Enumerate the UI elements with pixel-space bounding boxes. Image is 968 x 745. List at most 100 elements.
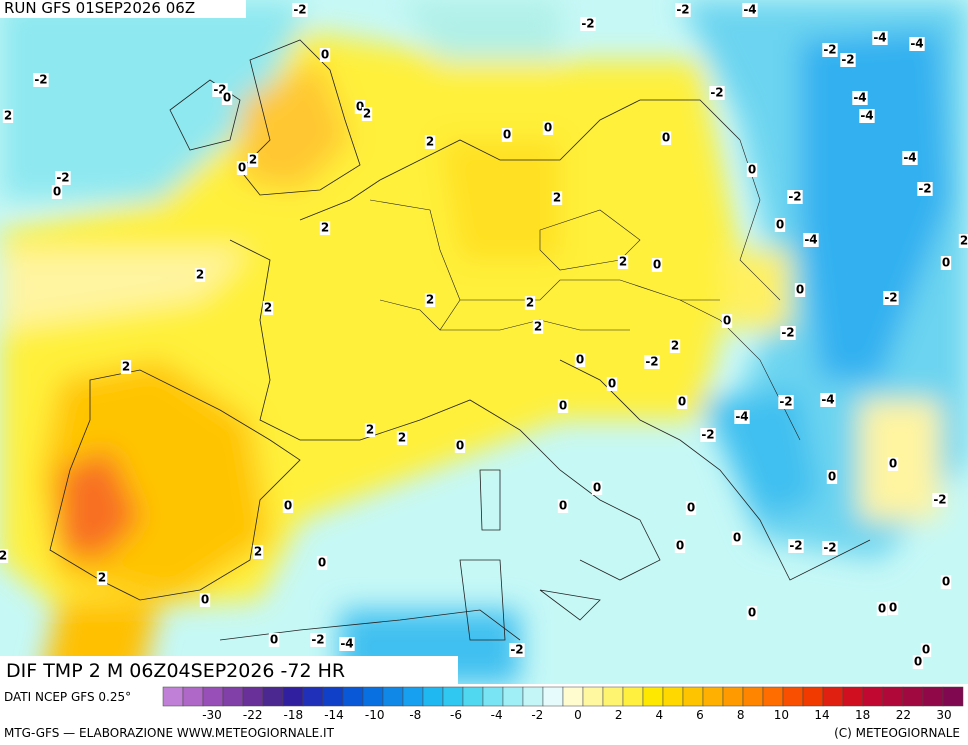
contour-label: -4 <box>853 91 866 105</box>
colorbar-swatch <box>842 686 864 707</box>
contour-label-bg <box>396 431 408 445</box>
colorbar-swatch <box>542 686 564 707</box>
contour-label: 2 <box>426 135 434 149</box>
contour-label-bg <box>542 121 554 135</box>
contour-label: 2 <box>534 320 542 334</box>
colorbar-swatch <box>702 686 724 707</box>
colorbar-swatch <box>482 686 504 707</box>
contour-label-bg <box>55 171 71 185</box>
colorbar-swatch <box>162 686 184 707</box>
contour-label-bg <box>316 556 328 570</box>
contour-label-bg <box>364 423 376 437</box>
contour-label-bg <box>282 499 294 513</box>
colorbar-swatch <box>242 686 264 707</box>
contour-label-bg <box>424 135 436 149</box>
colorbar-swatch <box>202 686 224 707</box>
footer-right: (C) METEOGIORNALE <box>834 726 960 740</box>
colorbar-swatch <box>682 686 704 707</box>
colorbar-label: 0 <box>574 708 582 722</box>
contour-label: 0 <box>678 395 686 409</box>
contour-label: -2 <box>779 395 792 409</box>
contour-label-bg <box>675 3 691 17</box>
contour-label: -4 <box>735 410 748 424</box>
contour-label-bg <box>746 163 758 177</box>
contour-label-bg <box>887 601 899 615</box>
coastlines <box>49 39 871 641</box>
colorbar-swatch <box>942 686 964 707</box>
contour-label: 0 <box>889 457 897 471</box>
contour-label-bg <box>660 131 672 145</box>
contour-label: -2 <box>701 428 714 442</box>
contour-label: 2 <box>363 107 371 121</box>
contour-label-bg <box>787 190 803 204</box>
contour-label-bg <box>591 481 603 495</box>
contour-label: -2 <box>34 73 47 87</box>
contour-label: 0 <box>201 593 209 607</box>
contour-label-bg <box>617 255 629 269</box>
contour-label-bg <box>51 185 63 199</box>
colorbar-swatch <box>422 686 444 707</box>
colorbar-swatch <box>762 686 784 707</box>
contour-label-bg <box>859 109 875 123</box>
contour-label-bg <box>700 428 716 442</box>
colorbar-swatch <box>522 686 544 707</box>
contour-label-bg <box>709 86 725 100</box>
contour-label: 0 <box>723 314 731 328</box>
contour-label-bg <box>194 268 206 282</box>
contour-label-bg <box>557 399 569 413</box>
colorbar-label: 2 <box>615 708 623 722</box>
contour-label: 2 <box>671 339 679 353</box>
contour-label-bg <box>268 633 280 647</box>
contour-label-bg <box>902 151 918 165</box>
contour-label: 0 <box>284 499 292 513</box>
colorbar-label: 8 <box>737 708 745 722</box>
contour-label-bg <box>262 301 274 315</box>
contour-label-bg <box>33 73 49 87</box>
map-title: DIF TMP 2 M 06Z04SEP2026 -72 HR <box>6 660 345 682</box>
colorbar-label: -18 <box>284 708 304 722</box>
contour-label-bg <box>221 91 233 105</box>
contour-label: -2 <box>884 291 897 305</box>
contour-label-bg <box>319 48 331 62</box>
contour-label: -2 <box>788 190 801 204</box>
contour-label: 2 <box>98 571 106 585</box>
colorbar-swatch <box>822 686 844 707</box>
contour-label: 2 <box>366 423 374 437</box>
colorbar-swatch <box>782 686 804 707</box>
contour-label: 0 <box>914 655 922 669</box>
contour-label-bg <box>876 602 888 616</box>
contour-label-bg <box>778 395 794 409</box>
colorbar-swatch <box>902 686 924 707</box>
contour-label: 0 <box>321 48 329 62</box>
contour-label: -4 <box>821 393 834 407</box>
contour-label-bg <box>734 410 750 424</box>
contour-label-bg <box>557 499 569 513</box>
contour-label-bg <box>669 339 681 353</box>
colorbar-swatch <box>442 686 464 707</box>
contour-label: 0 <box>503 128 511 142</box>
contour-label-bg <box>820 393 836 407</box>
colorbar-label: 14 <box>814 708 829 722</box>
contour-label-bg <box>292 3 308 17</box>
contour-label: -2 <box>710 86 723 100</box>
contour-label-bg <box>199 593 211 607</box>
colorbar-label: -6 <box>450 708 462 722</box>
colorbar-swatch <box>362 686 384 707</box>
colorbar-swatch <box>722 686 744 707</box>
contour-label: -4 <box>910 37 923 51</box>
contour-label-bg <box>574 353 586 367</box>
contour-label-bg <box>940 256 952 270</box>
colorbar-label: 18 <box>855 708 870 722</box>
colorbar-swatch <box>582 686 604 707</box>
field <box>0 0 968 684</box>
contour-label: 0 <box>889 601 897 615</box>
contour-label: -4 <box>860 109 873 123</box>
contour-label-bg <box>501 128 513 142</box>
contour-label-bg <box>932 493 948 507</box>
contour-label-bg <box>794 283 806 297</box>
contour-label: -2 <box>676 3 689 17</box>
contour-label: 0 <box>828 470 836 484</box>
colorbar-label: 22 <box>896 708 911 722</box>
colorbar-label: 4 <box>656 708 664 722</box>
